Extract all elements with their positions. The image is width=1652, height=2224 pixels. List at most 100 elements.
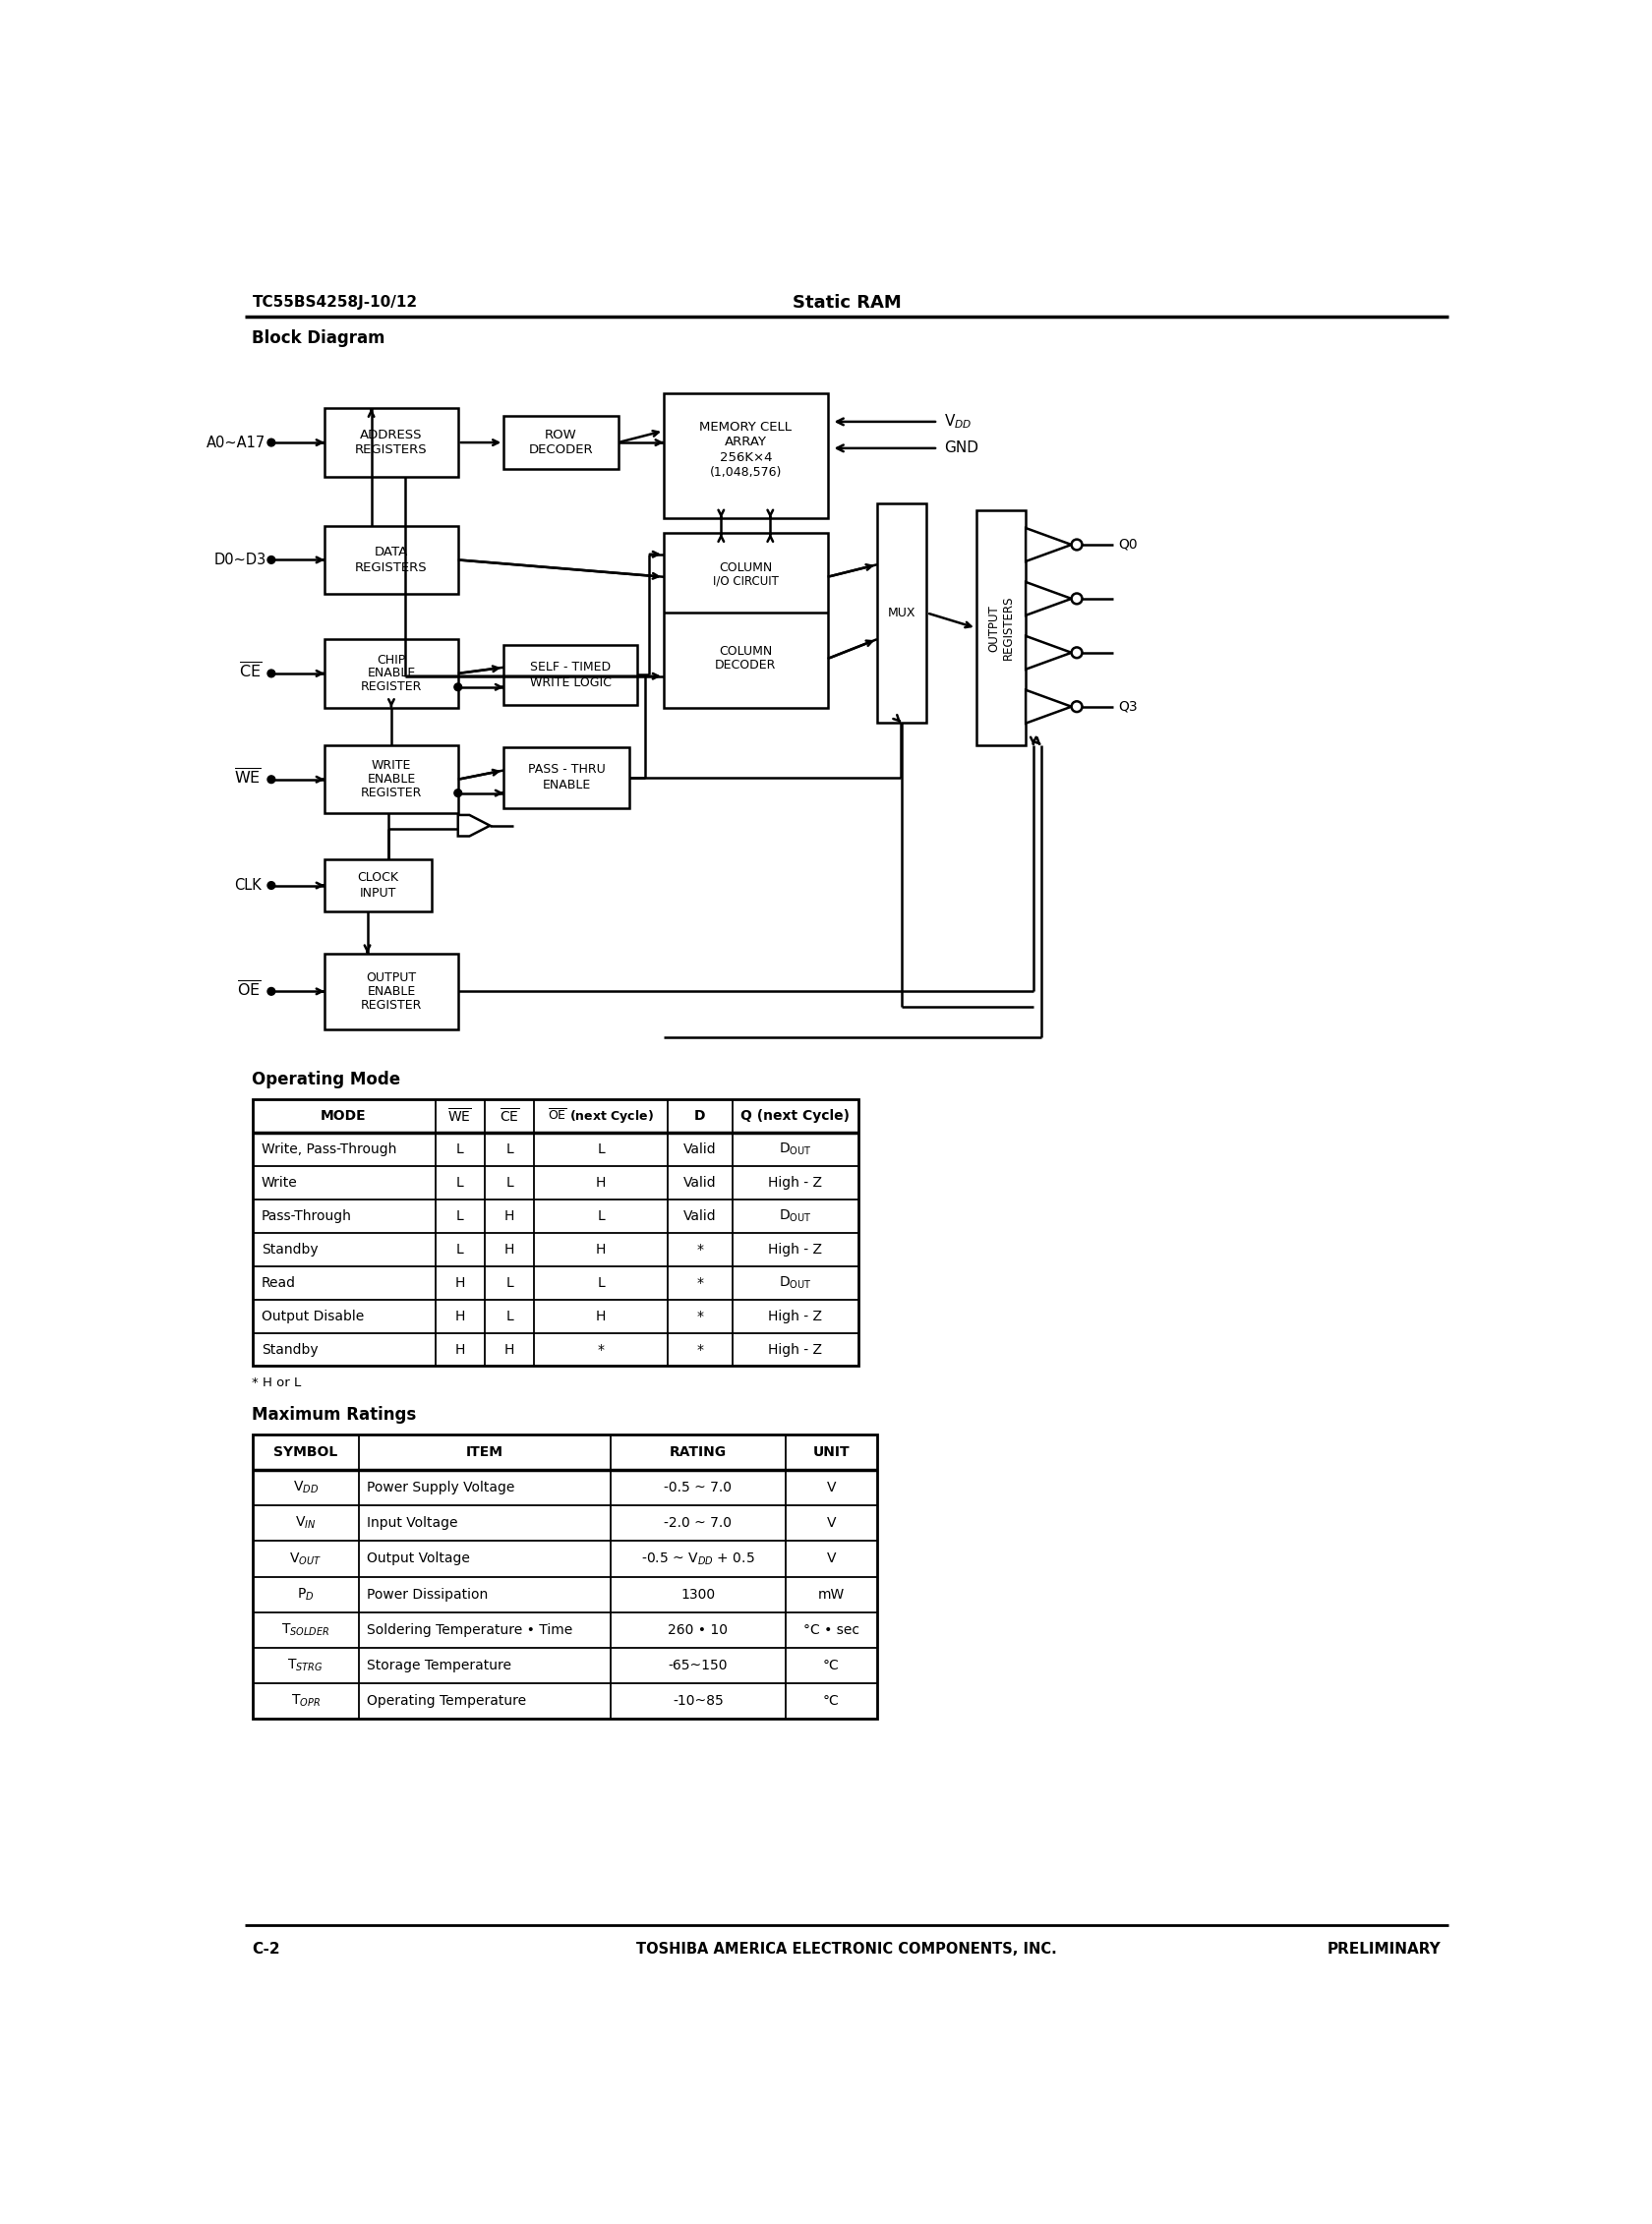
Text: REGISTERS: REGISTERS	[355, 445, 428, 456]
Text: Power Dissipation: Power Dissipation	[367, 1588, 487, 1601]
Circle shape	[1072, 594, 1082, 605]
Text: DECODER: DECODER	[715, 658, 776, 672]
Text: Q (next Cycle): Q (next Cycle)	[740, 1110, 849, 1123]
Text: Power Supply Voltage: Power Supply Voltage	[367, 1481, 514, 1495]
Bar	[253, 1099, 857, 1366]
Text: Input Voltage: Input Voltage	[367, 1517, 458, 1530]
Text: °C: °C	[823, 1659, 839, 1672]
Bar	[325, 638, 458, 707]
Text: °C: °C	[823, 1695, 839, 1708]
Text: Operating Temperature: Operating Temperature	[367, 1695, 525, 1708]
Text: WRITE LOGIC: WRITE LOGIC	[530, 676, 611, 689]
Text: A0~A17: A0~A17	[206, 436, 266, 449]
Text: H: H	[454, 1277, 464, 1290]
Text: GND: GND	[945, 440, 978, 456]
Text: ENABLE: ENABLE	[367, 774, 416, 785]
Text: SELF - TIMED: SELF - TIMED	[530, 661, 611, 674]
Text: REGISTERS: REGISTERS	[355, 560, 428, 574]
Text: $\overline{\rm CE}$: $\overline{\rm CE}$	[238, 663, 261, 683]
Text: $\overline{\rm CE}$: $\overline{\rm CE}$	[499, 1108, 519, 1125]
Text: TC55BS4258J-10/12: TC55BS4258J-10/12	[253, 296, 418, 309]
Text: CLOCK: CLOCK	[357, 872, 398, 885]
Text: L: L	[596, 1277, 605, 1290]
Text: MODE: MODE	[320, 1110, 367, 1123]
Text: H: H	[504, 1343, 514, 1357]
Text: V: V	[826, 1481, 836, 1495]
Text: ENABLE: ENABLE	[542, 778, 591, 792]
Text: Operating Mode: Operating Mode	[253, 1072, 401, 1090]
Circle shape	[268, 669, 276, 678]
Text: *: *	[598, 1343, 605, 1357]
Text: $\overline{\rm OE}$: $\overline{\rm OE}$	[238, 981, 261, 1001]
Bar	[976, 512, 1026, 745]
Text: WRITE: WRITE	[372, 758, 411, 772]
Text: Read: Read	[261, 1277, 296, 1290]
Bar	[253, 1434, 877, 1719]
Text: T$_{STRG}$: T$_{STRG}$	[287, 1657, 324, 1675]
Text: L: L	[596, 1143, 605, 1156]
Text: L: L	[456, 1143, 464, 1156]
Text: PASS - THRU: PASS - THRU	[529, 763, 605, 776]
Bar	[504, 747, 629, 807]
Text: -0.5 ~ 7.0: -0.5 ~ 7.0	[664, 1481, 732, 1495]
Text: RATING: RATING	[669, 1446, 727, 1459]
Text: V$_{IN}$: V$_{IN}$	[296, 1515, 316, 1532]
Text: ADDRESS: ADDRESS	[360, 429, 423, 440]
Text: H: H	[596, 1243, 606, 1257]
Text: V$_{DD}$: V$_{DD}$	[945, 411, 973, 431]
Text: Block Diagram: Block Diagram	[253, 329, 385, 347]
Text: L: L	[456, 1210, 464, 1223]
Text: D0~D3: D0~D3	[213, 552, 266, 567]
Text: 1300: 1300	[681, 1588, 715, 1601]
Text: *: *	[697, 1277, 704, 1290]
Text: V$_{OUT}$: V$_{OUT}$	[289, 1550, 322, 1568]
Text: DECODER: DECODER	[529, 445, 593, 456]
Text: -10~85: -10~85	[672, 1695, 724, 1708]
Text: Write: Write	[261, 1176, 297, 1190]
Circle shape	[268, 776, 276, 783]
Text: CHIP: CHIP	[377, 654, 406, 667]
Text: D$_\mathregular{OUT}$: D$_\mathregular{OUT}$	[778, 1208, 811, 1223]
Text: H: H	[596, 1176, 606, 1190]
Text: Standby: Standby	[261, 1243, 319, 1257]
Text: High - Z: High - Z	[768, 1176, 823, 1190]
Text: MUX: MUX	[887, 607, 915, 618]
Text: High - Z: High - Z	[768, 1343, 823, 1357]
Bar	[325, 858, 431, 912]
Bar	[325, 525, 458, 594]
Text: SYMBOL: SYMBOL	[274, 1446, 337, 1459]
Polygon shape	[458, 814, 491, 836]
Text: L: L	[456, 1176, 464, 1190]
Circle shape	[268, 881, 276, 890]
Text: V: V	[826, 1552, 836, 1566]
Text: D$_\mathregular{OUT}$: D$_\mathregular{OUT}$	[778, 1141, 811, 1159]
Text: Q0: Q0	[1118, 538, 1138, 552]
Circle shape	[1072, 701, 1082, 712]
Text: ITEM: ITEM	[466, 1446, 504, 1459]
Text: ENABLE: ENABLE	[367, 667, 416, 681]
Text: °C • sec: °C • sec	[803, 1624, 859, 1637]
Circle shape	[268, 987, 276, 994]
Text: UNIT: UNIT	[813, 1446, 849, 1459]
Text: H: H	[454, 1310, 464, 1323]
Polygon shape	[1026, 689, 1072, 723]
Text: Maximum Ratings: Maximum Ratings	[253, 1406, 416, 1423]
Text: -0.5 ~ V$_{DD}$ + 0.5: -0.5 ~ V$_{DD}$ + 0.5	[641, 1550, 755, 1568]
Text: L: L	[506, 1310, 514, 1323]
Text: $\overline{\rm WE}$: $\overline{\rm WE}$	[235, 767, 261, 787]
Bar	[664, 394, 828, 518]
Text: (1,048,576): (1,048,576)	[710, 467, 781, 478]
Polygon shape	[1026, 527, 1072, 560]
Text: H: H	[504, 1243, 514, 1257]
Text: *: *	[697, 1243, 704, 1257]
Text: High - Z: High - Z	[768, 1243, 823, 1257]
Polygon shape	[1026, 636, 1072, 669]
Text: High - Z: High - Z	[768, 1310, 823, 1323]
Text: H: H	[596, 1310, 606, 1323]
Bar	[325, 954, 458, 1030]
Text: L: L	[506, 1277, 514, 1290]
Text: L: L	[456, 1243, 464, 1257]
Text: Output Voltage: Output Voltage	[367, 1552, 469, 1566]
Circle shape	[268, 556, 276, 563]
Text: Valid: Valid	[684, 1176, 717, 1190]
